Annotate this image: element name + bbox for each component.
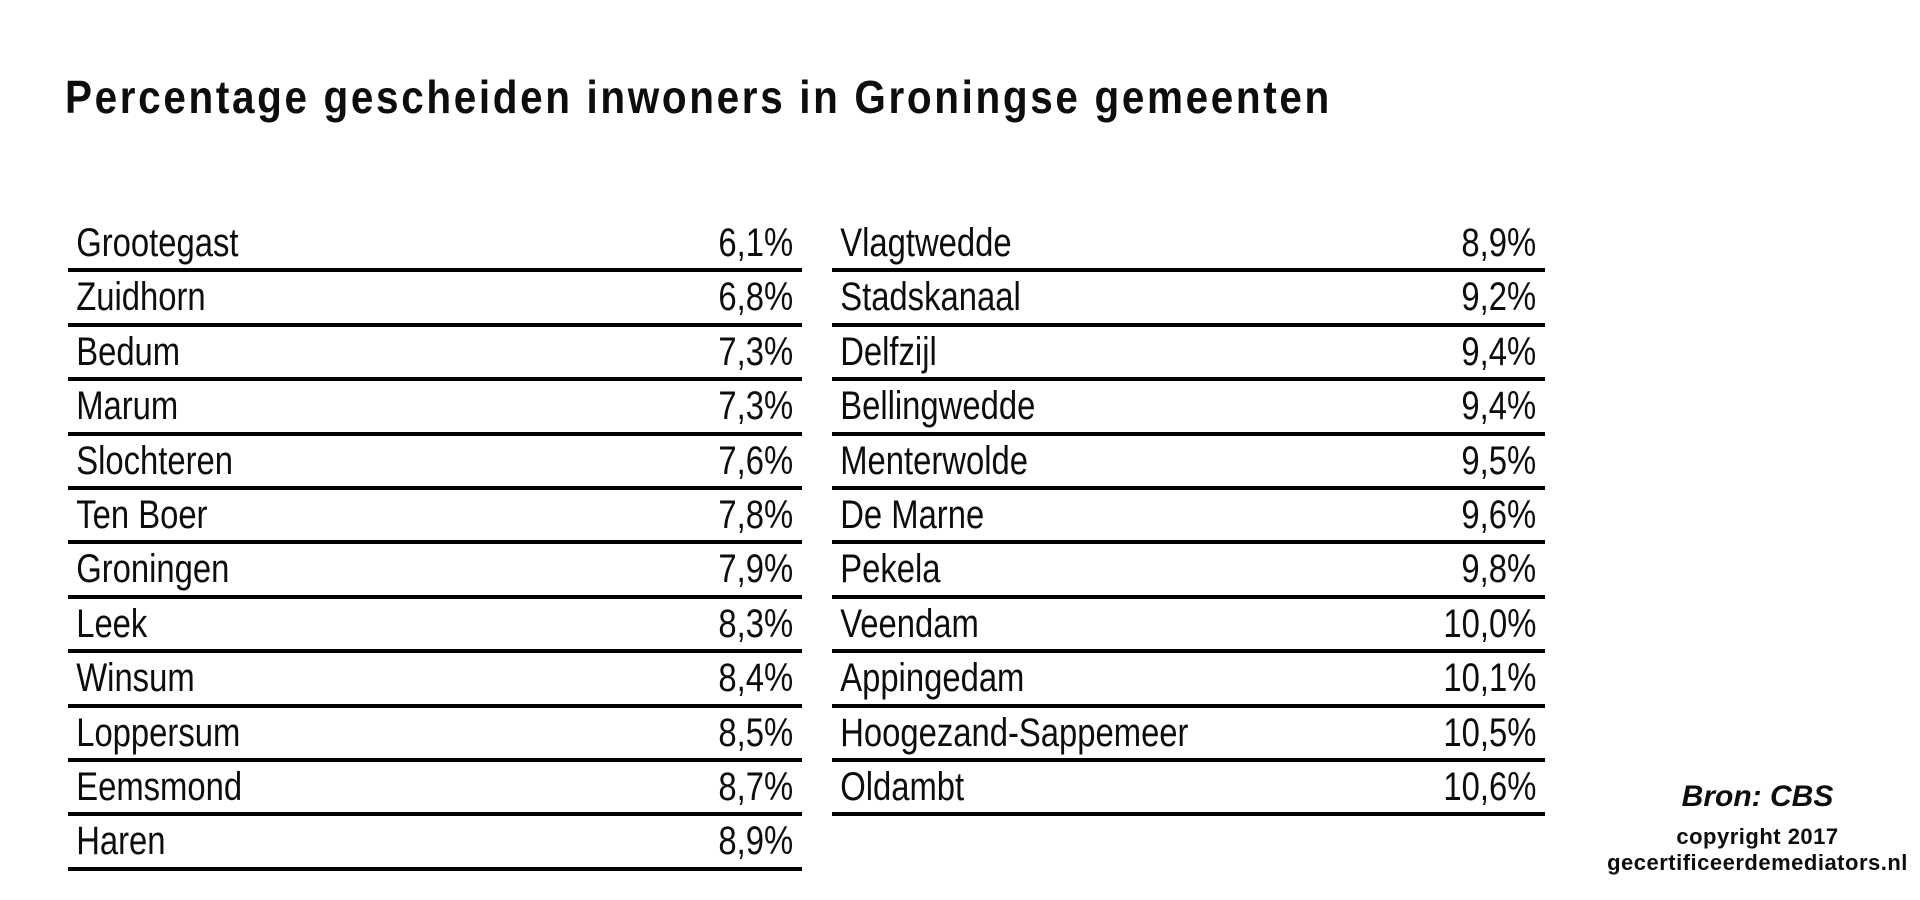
table-row: Haren 8,9%: [68, 816, 802, 871]
table-row: Slochteren 7,6%: [68, 436, 802, 490]
municipality-percentage: 7,3%: [718, 384, 793, 429]
municipality-name: Bellingwedde: [840, 384, 1036, 429]
municipality-percentage: 8,3%: [718, 601, 793, 646]
municipality-name: Eemsmond: [76, 764, 243, 809]
copyright-label: copyright 2017: [1676, 824, 1839, 849]
municipality-percentage: 8,4%: [718, 656, 793, 701]
table-row: Menterwolde 9,5%: [832, 436, 1545, 490]
table-row: Leek 8,3%: [68, 599, 802, 654]
municipality-percentage: 8,9%: [1461, 221, 1536, 265]
table-row: Oldambt 10,6%: [832, 762, 1545, 817]
municipality-percentage: 6,8%: [718, 275, 793, 320]
municipality-name: Delfzijl: [840, 329, 937, 374]
table-row: Loppersum 8,5%: [68, 708, 802, 762]
table-row: Pekela 9,8%: [832, 544, 1545, 599]
municipality-name: Winsum: [76, 656, 195, 701]
municipality-name: Marum: [76, 384, 179, 429]
municipality-table-right-column: Vlagtwedde 8,9% Stadskanaal 9,2% Delfzij…: [832, 218, 1545, 817]
table-row: Stadskanaal 9,2%: [832, 272, 1545, 327]
municipality-table-left-column: Grootegast 6,1% Zuidhorn 6,8% Bedum 7,3%…: [68, 218, 802, 871]
municipality-name: Vlagtwedde: [840, 221, 1012, 265]
credits: Bron: CBS copyright 2017 gecertificeerde…: [1565, 781, 1920, 876]
website-label: gecertificeerdemediators.nl: [1607, 850, 1908, 875]
municipality-percentage: 9,2%: [1461, 275, 1536, 320]
table-row: Veendam 10,0%: [832, 599, 1545, 654]
municipality-name: Grootegast: [76, 221, 239, 265]
table-row: Marum 7,3%: [68, 381, 802, 436]
municipality-percentage: 8,5%: [718, 710, 793, 755]
table-row: Delfzijl 9,4%: [832, 327, 1545, 382]
municipality-name: Appingedam: [840, 656, 1025, 701]
table-row: Bellingwedde 9,4%: [832, 381, 1545, 436]
municipality-percentage: 7,9%: [718, 547, 793, 592]
municipality-name: Haren: [76, 819, 166, 864]
municipality-name: Stadskanaal: [840, 275, 1021, 320]
table-row: Grootegast 6,1%: [68, 218, 802, 273]
municipality-percentage: 9,4%: [1461, 384, 1536, 429]
table-row: Hoogezand-Sappemeer 10,5%: [832, 708, 1545, 762]
municipality-name: Ten Boer: [76, 492, 208, 537]
table-row: Vlagtwedde 8,9%: [832, 218, 1545, 273]
municipality-percentage: 9,6%: [1461, 492, 1536, 537]
municipality-name: Groningen: [76, 547, 230, 592]
municipality-percentage: 9,4%: [1461, 329, 1536, 374]
municipality-name: Pekela: [840, 547, 941, 592]
municipality-percentage: 10,5%: [1442, 710, 1536, 755]
municipality-percentage: 7,8%: [718, 492, 793, 537]
municipality-percentage: 8,7%: [718, 764, 793, 809]
municipality-name: Zuidhorn: [76, 275, 206, 320]
municipality-name: Hoogezand-Sappemeer: [840, 710, 1189, 755]
municipality-percentage: 7,6%: [718, 438, 793, 483]
municipality-name: Loppersum: [76, 710, 241, 755]
table-row: Appingedam 10,1%: [832, 653, 1545, 708]
municipality-percentage: 8,9%: [718, 819, 793, 864]
municipality-percentage: 10,6%: [1442, 764, 1536, 809]
page-title: Percentage gescheiden inwoners in Gronin…: [65, 71, 1332, 123]
municipality-percentage: 6,1%: [718, 221, 793, 265]
municipality-name: Menterwolde: [840, 438, 1028, 483]
source-label: Bron: CBS: [1681, 780, 1834, 813]
table-row: Ten Boer 7,8%: [68, 490, 802, 545]
table-row: Winsum 8,4%: [68, 653, 802, 708]
table-row: Eemsmond 8,7%: [68, 762, 802, 817]
municipality-percentage: 9,8%: [1461, 547, 1536, 592]
municipality-percentage: 10,1%: [1442, 656, 1536, 701]
table-row: De Marne 9,6%: [832, 490, 1545, 545]
municipality-name: De Marne: [840, 492, 985, 537]
municipality-name: Oldambt: [840, 764, 965, 809]
municipality-name: Slochteren: [76, 438, 234, 483]
municipality-name: Veendam: [840, 601, 979, 646]
table-row: Bedum 7,3%: [68, 327, 802, 382]
table-row: Zuidhorn 6,8%: [68, 272, 802, 327]
municipality-name: Leek: [76, 601, 148, 646]
municipality-percentage: 10,0%: [1442, 601, 1536, 646]
municipality-percentage: 9,5%: [1461, 438, 1536, 483]
municipality-percentage: 7,3%: [718, 329, 793, 374]
table-row: Groningen 7,9%: [68, 544, 802, 599]
municipality-name: Bedum: [76, 329, 181, 374]
